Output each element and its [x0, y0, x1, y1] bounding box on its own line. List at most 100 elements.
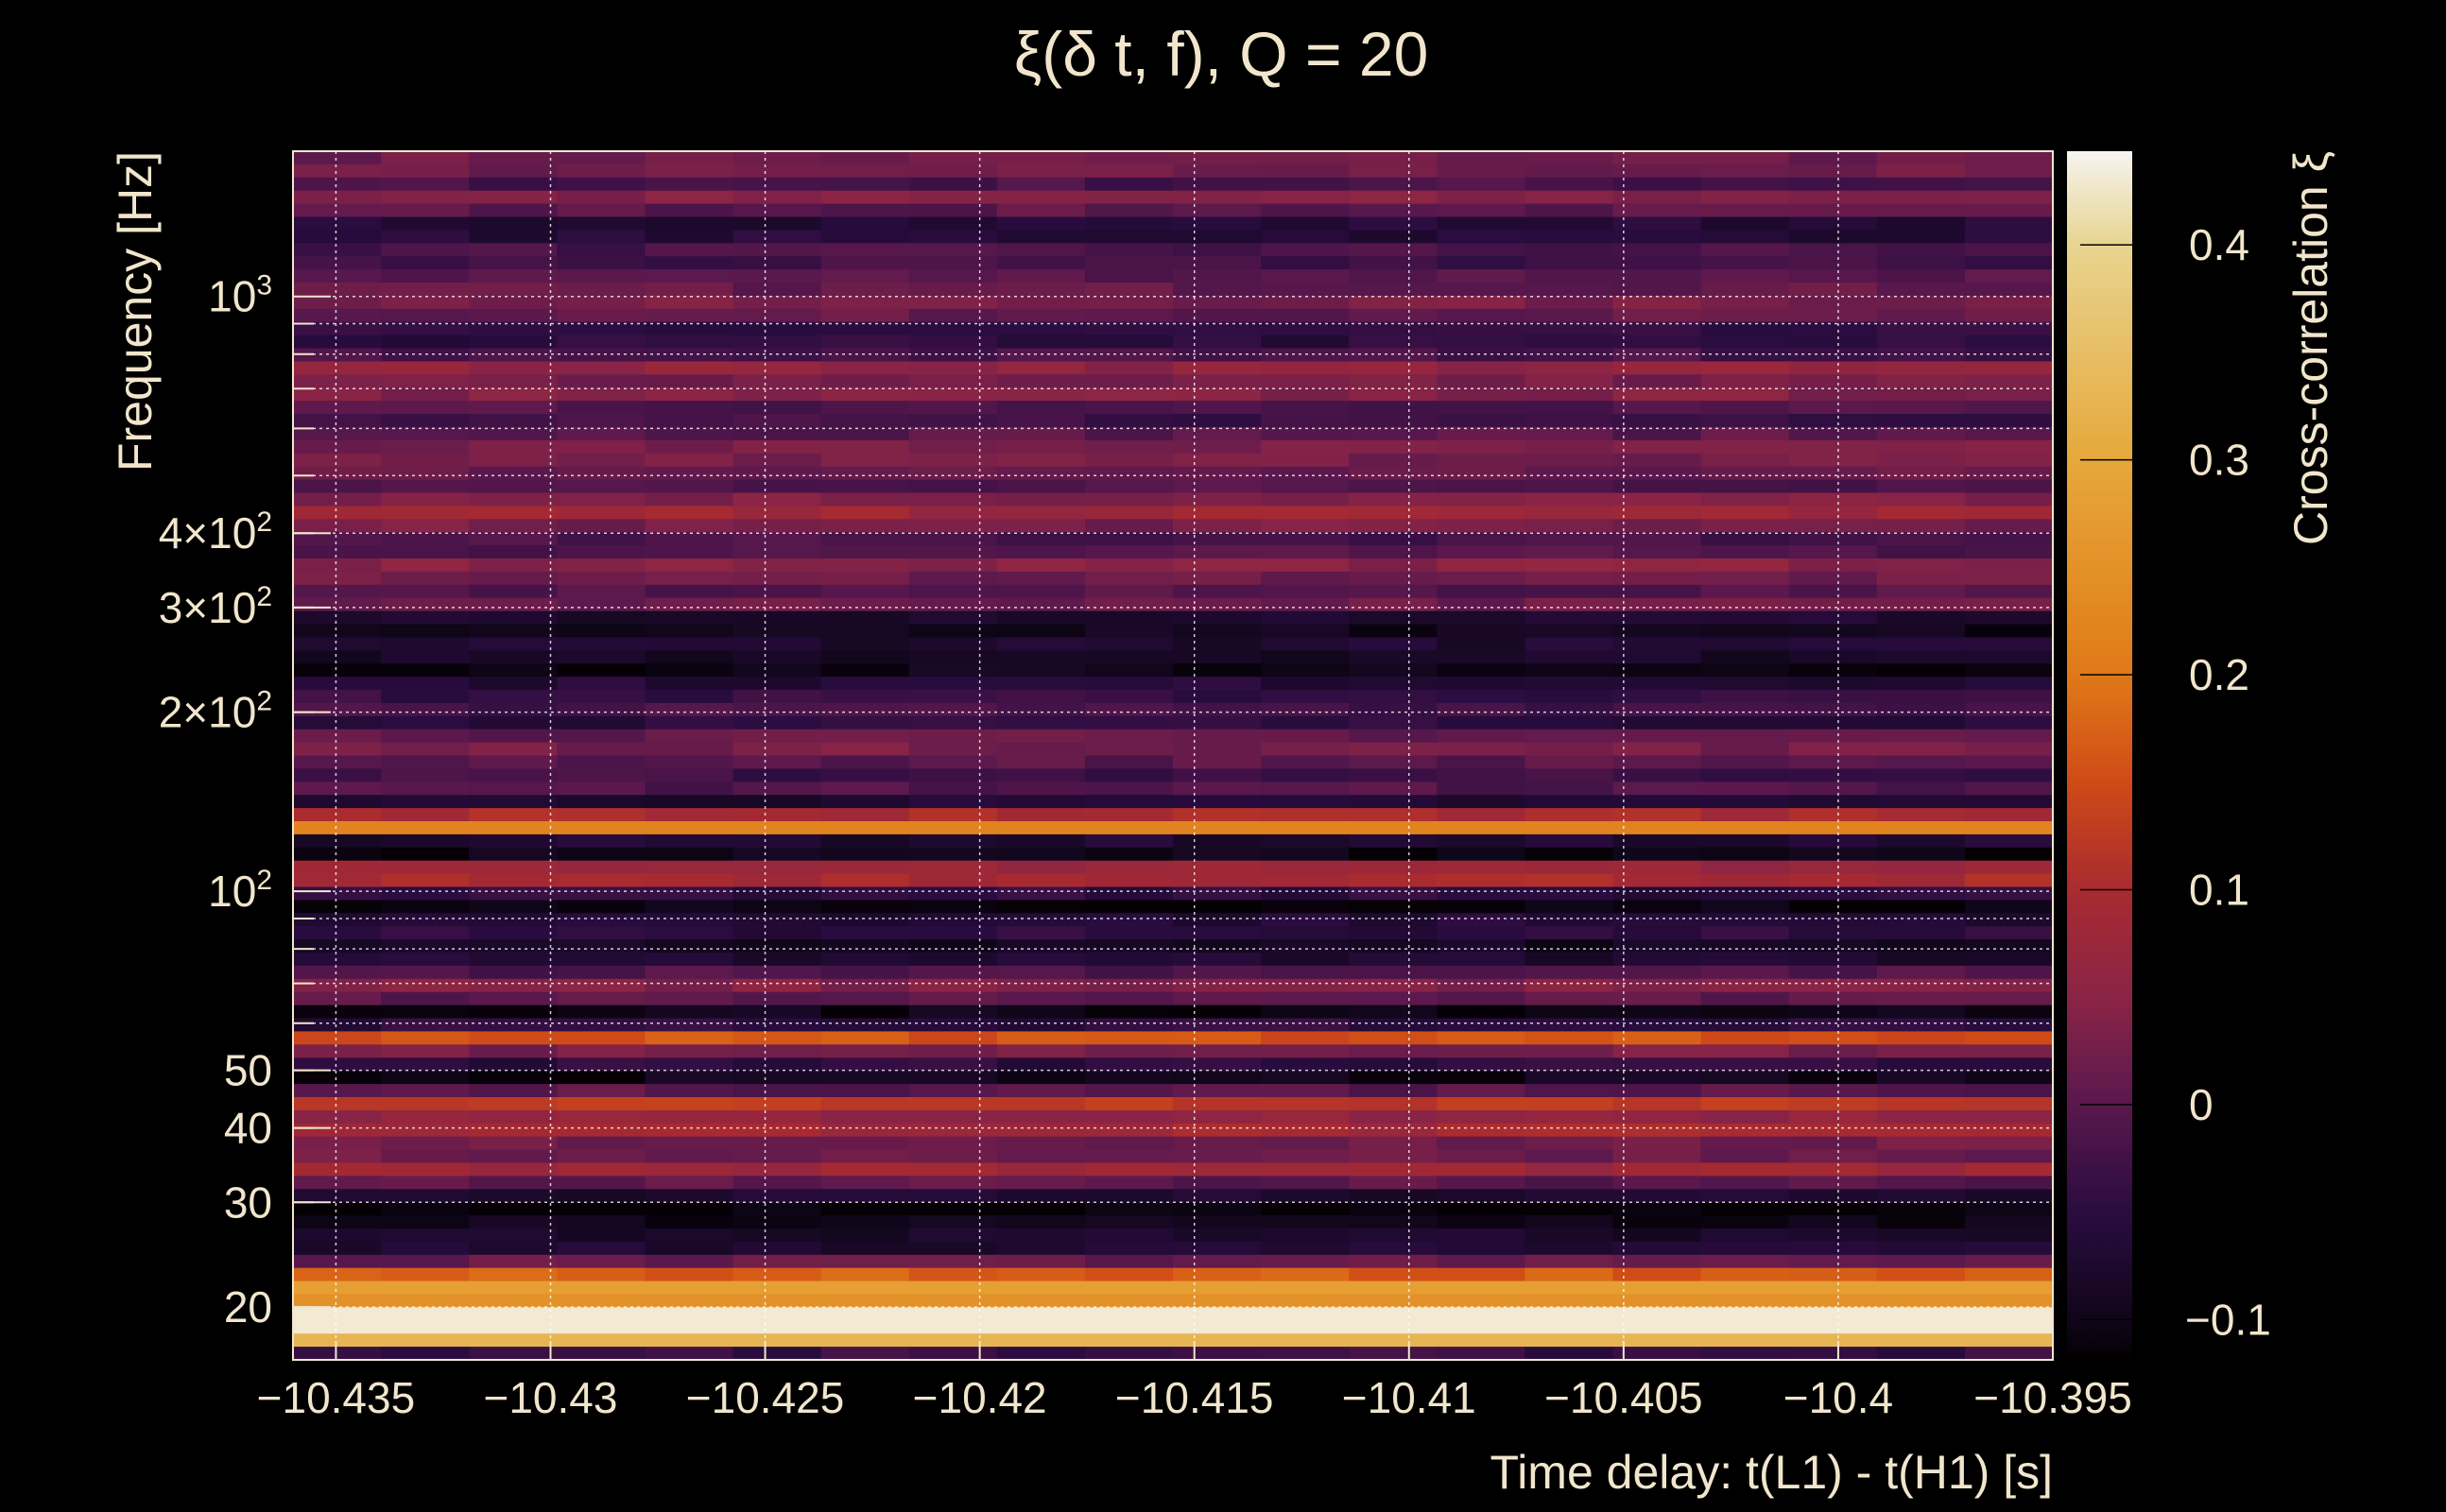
heatmap-cell — [732, 1018, 822, 1032]
heatmap-cell — [1964, 1097, 2054, 1111]
heatmap-cell — [820, 597, 910, 612]
heatmap — [293, 151, 2054, 1361]
heatmap-cell — [1612, 729, 1702, 744]
heatmap-cell — [820, 610, 910, 626]
heatmap-cell — [1173, 821, 1263, 835]
heatmap-cell — [645, 1202, 734, 1216]
heatmap-cell — [381, 755, 471, 769]
heatmap-cell — [1788, 1136, 1878, 1151]
heatmap-cell — [381, 1057, 471, 1072]
heatmap-cell — [1964, 558, 2054, 573]
heatmap-cell — [820, 163, 910, 179]
heatmap-cell — [1173, 991, 1263, 1006]
heatmap-cell — [293, 571, 383, 586]
heatmap-cell — [1173, 637, 1263, 651]
heatmap-cell — [1524, 177, 1614, 192]
heatmap-cell — [645, 702, 734, 717]
heatmap-cell — [820, 755, 910, 769]
heatmap-cell — [1524, 1018, 1614, 1032]
heatmap-cell — [732, 1084, 822, 1098]
heatmap-cell — [1964, 1123, 2054, 1138]
heatmap-cell — [1964, 715, 2054, 730]
heatmap-cell — [1261, 401, 1351, 415]
heatmap-cell — [996, 374, 1086, 388]
heatmap-cell — [1700, 321, 1790, 336]
heatmap-cell — [645, 821, 734, 835]
heatmap-cell — [1524, 571, 1614, 586]
heatmap-cell — [1788, 532, 1878, 546]
heatmap-cell — [820, 1307, 910, 1321]
heatmap-cell — [381, 190, 471, 205]
heatmap-cell — [1788, 821, 1878, 835]
heatmap-cell — [381, 1005, 471, 1020]
heatmap-cell — [293, 782, 383, 796]
heatmap-cell — [1964, 991, 2054, 1006]
heatmap-cell — [1084, 597, 1174, 612]
heatmap-cell — [1964, 295, 2054, 310]
heatmap-cell — [1349, 1254, 1438, 1269]
heatmap-cell — [732, 216, 822, 231]
heatmap-cell — [1261, 163, 1351, 179]
heatmap-cell — [1524, 1044, 1614, 1058]
heatmap-cell — [820, 256, 910, 270]
heatmap-cell — [381, 163, 471, 179]
heatmap-cell — [996, 1057, 1086, 1072]
heatmap-cell — [1876, 558, 1966, 573]
heatmap-cell — [293, 1018, 383, 1032]
heatmap-cell — [908, 1294, 998, 1308]
heatmap-cell — [1876, 663, 1966, 678]
heatmap-cell — [469, 768, 559, 782]
heatmap-cell — [645, 677, 734, 691]
heatmap-cell — [645, 1149, 734, 1164]
heatmap-cell — [908, 610, 998, 626]
heatmap-cell — [557, 1162, 646, 1177]
heatmap-cell — [1173, 1215, 1263, 1229]
heatmap-cell — [469, 715, 559, 730]
heatmap-cell — [1173, 506, 1263, 520]
heatmap-cell — [557, 243, 646, 257]
heatmap-cell — [381, 243, 471, 257]
heatmap-cell — [645, 755, 734, 769]
heatmap-cell — [1700, 742, 1790, 757]
heatmap-cell — [996, 571, 1086, 586]
heatmap-cell — [381, 545, 471, 559]
heatmap-cell — [1876, 1018, 1966, 1032]
colorbar-tick-label: 0.4 — [2189, 220, 2249, 269]
heatmap-cell — [908, 1267, 998, 1282]
heatmap-cell — [1261, 690, 1351, 704]
heatmap-cell — [1261, 558, 1351, 573]
heatmap-cell — [820, 1176, 910, 1190]
heatmap-cell — [1964, 584, 2054, 599]
heatmap-cell — [820, 1084, 910, 1098]
heatmap-cell — [996, 847, 1086, 862]
heatmap-cell — [1524, 965, 1614, 980]
heatmap-cell — [293, 453, 383, 468]
heatmap-cell — [469, 1123, 559, 1138]
heatmap-cell — [1349, 610, 1438, 626]
heatmap-cell — [1788, 230, 1878, 244]
heatmap-cell — [1788, 729, 1878, 744]
heatmap-cell — [732, 295, 822, 310]
heatmap-cell — [1700, 1044, 1790, 1058]
heatmap-cell — [1964, 374, 2054, 388]
heatmap-cell — [1084, 571, 1174, 586]
heatmap-cell — [1173, 374, 1263, 388]
heatmap-cell — [1876, 1136, 1966, 1151]
heatmap-cell — [1876, 1280, 1966, 1296]
heatmap-cell — [1612, 506, 1702, 520]
heatmap-cell — [1349, 269, 1438, 284]
heatmap-cell — [1524, 1215, 1614, 1229]
heatmap-cell — [1612, 1215, 1702, 1229]
heatmap-cell — [557, 690, 646, 704]
heatmap-cell — [1173, 926, 1263, 940]
heatmap-cell — [1261, 426, 1351, 441]
heatmap-cell — [820, 663, 910, 678]
heatmap-cell — [1349, 1280, 1438, 1296]
heatmap-cell — [1349, 479, 1438, 494]
heatmap-cell — [1788, 624, 1878, 638]
heatmap-cell — [1964, 519, 2054, 533]
heatmap-cell — [1261, 1123, 1351, 1138]
heatmap-cell — [1964, 690, 2054, 704]
heatmap-cell — [996, 1084, 1086, 1098]
